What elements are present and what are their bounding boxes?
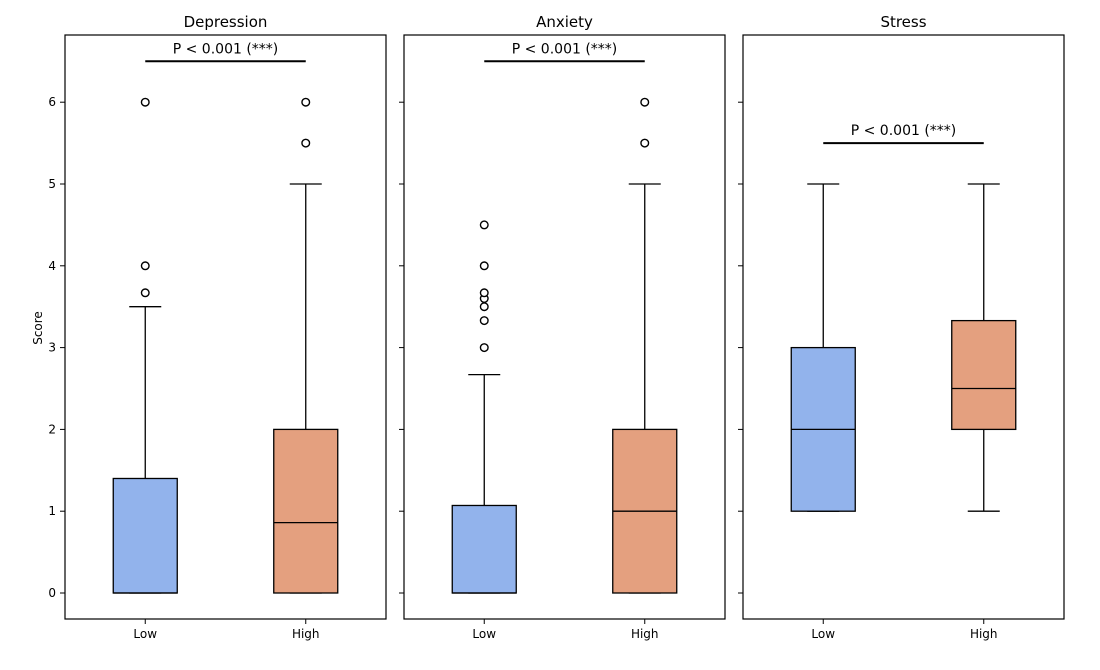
y-tick-label: 2 [48,422,56,436]
panel-title: Depression [184,13,268,31]
box-low: Low [112,97,178,641]
y-tick-label: 0 [48,586,56,600]
box-high: High [951,183,1017,641]
box-low: Low [451,220,517,641]
significance-label: P < 0.001 (***) [173,41,279,57]
outlier-point [301,97,311,107]
y-tick-label: 1 [48,504,56,518]
box-high: High [612,97,678,641]
outlier-point [479,316,489,326]
panel-title: Stress [880,13,926,31]
outlier-point [140,288,150,298]
outlier-point [640,97,650,107]
y-tick-label: 6 [48,95,56,109]
outlier-point [640,138,650,148]
outlier-point [479,302,489,312]
significance-label: P < 0.001 (***) [851,123,957,139]
panel-frame [403,34,726,620]
outlier-point [301,138,311,148]
x-tick-label: Low [133,627,157,641]
outlier-point [479,288,489,298]
x-tick-label: High [970,627,998,641]
outlier-point [140,261,150,271]
panel-frame [742,34,1065,620]
panel-title: Anxiety [536,13,593,31]
outlier-point [140,97,150,107]
x-tick-label: High [631,627,659,641]
x-tick-label: Low [811,627,835,641]
panel-anxiety: Anxiety Low High P < 0.001 (***) [399,13,726,641]
x-tick-label: High [292,627,320,641]
y-tick-label: 4 [48,259,56,273]
y-tick-label: 5 [48,177,56,191]
y-axis-label: Score [31,311,45,345]
outlier-point [479,343,489,353]
box-high: High [273,97,339,641]
box-body [112,477,178,594]
panel-depression: Depression 0 1 2 3 4 5 6 Low High P < 0.001 (***) [48,13,387,641]
outlier-point [479,261,489,271]
box-body [951,319,1017,431]
x-tick-label: Low [472,627,496,641]
panel-frame [64,34,387,620]
box-body [451,504,517,594]
outlier-point [479,220,489,230]
box-body [273,428,339,594]
box-low: Low [790,183,856,641]
significance-label: P < 0.001 (***) [512,41,618,57]
y-tick-label: 3 [48,341,56,355]
panel-stress: Stress Low High P < 0.001 (***) [738,13,1065,641]
